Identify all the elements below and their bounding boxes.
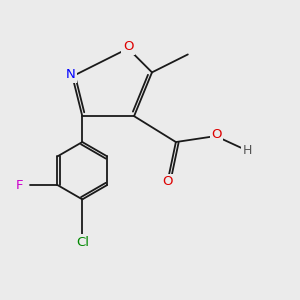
Text: O: O (163, 176, 173, 188)
Text: F: F (16, 178, 23, 191)
Text: O: O (211, 128, 222, 141)
Text: H: H (243, 143, 252, 157)
Text: Cl: Cl (76, 236, 89, 249)
Text: O: O (123, 40, 134, 53)
Text: N: N (65, 68, 75, 81)
